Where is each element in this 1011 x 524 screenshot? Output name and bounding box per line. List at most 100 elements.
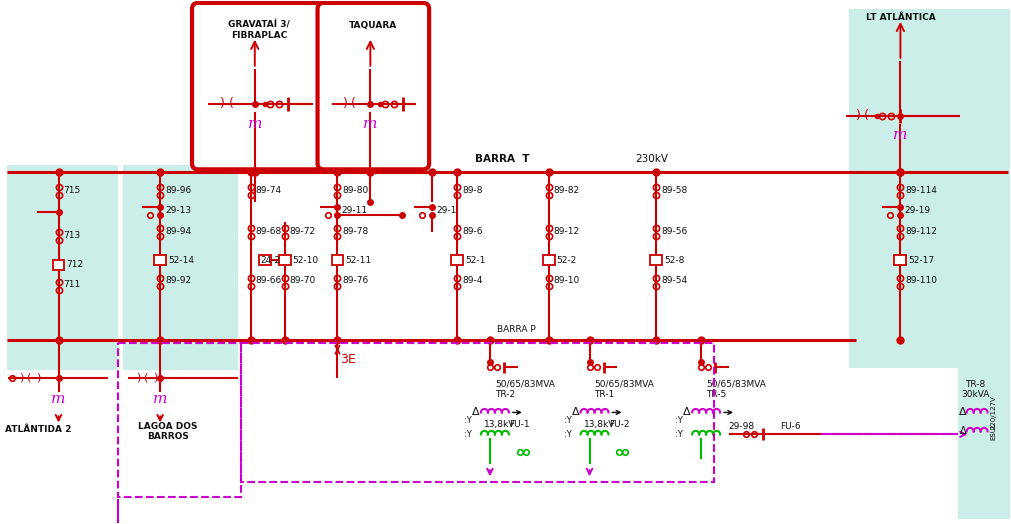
Text: :Y: :Y [564,416,571,425]
FancyBboxPatch shape [317,3,429,169]
Text: E: E [348,353,355,366]
Bar [332,255,344,265]
Text: m: m [893,128,908,143]
Text: 89-4: 89-4 [462,277,482,286]
Text: m: m [363,116,378,130]
Text: 89-92: 89-92 [165,277,191,286]
Text: 89-8: 89-8 [462,186,482,195]
FancyBboxPatch shape [192,3,326,169]
Text: ): ) [343,97,348,110]
Text: 50/65/83MVA
TR-2: 50/65/83MVA TR-2 [495,379,555,399]
Text: 52-14: 52-14 [168,256,194,265]
Text: 13,8kV: 13,8kV [583,420,616,429]
Text: 89-12: 89-12 [554,226,580,236]
Text: m: m [248,116,262,130]
Text: (: ( [228,97,234,110]
Text: 89-6: 89-6 [462,226,482,236]
Text: (: ( [864,109,869,122]
Text: :Y: :Y [564,430,571,439]
Bar [279,255,290,265]
Text: :Y: :Y [464,430,472,439]
Text: ): ) [36,373,40,383]
Bar [53,260,65,270]
Text: 29-13: 29-13 [165,206,191,215]
Text: 89-72: 89-72 [290,226,315,236]
Text: 52-10: 52-10 [292,256,318,265]
Text: ): ) [19,373,24,383]
Text: TAQUARA: TAQUARA [349,21,397,30]
Text: GRAVATAÍ 3/
FIBRAPLAC: GRAVATAÍ 3/ FIBRAPLAC [227,21,289,40]
Bar [650,255,662,265]
Text: 52-8: 52-8 [664,256,684,265]
Text: 89-66: 89-66 [256,277,282,286]
Text: FU-1: FU-1 [510,420,530,429]
Bar [543,255,555,265]
Text: 89-58: 89-58 [661,186,687,195]
Text: 50/65/83MVA
TR-1: 50/65/83MVA TR-1 [594,379,654,399]
Bar [451,255,463,265]
Text: 89-76: 89-76 [343,277,369,286]
Text: 89-68: 89-68 [256,226,282,236]
Text: 52-17: 52-17 [908,256,934,265]
Text: 3: 3 [341,353,349,366]
Bar [958,359,1010,519]
Text: 24-2: 24-2 [261,256,281,265]
Text: ESUL: ESUL [990,422,996,440]
Text: LAGOA DOS
BARROS: LAGOA DOS BARROS [139,422,198,441]
Text: 711: 711 [64,280,81,289]
Text: 89-78: 89-78 [343,226,369,236]
Text: 50/65/83MVA
TR-5: 50/65/83MVA TR-5 [706,379,766,399]
Text: 89-82: 89-82 [554,186,580,195]
Text: 230kV: 230kV [635,155,668,165]
Text: Δ: Δ [959,427,967,436]
Text: 29-11: 29-11 [342,206,368,215]
Bar [118,343,241,497]
Text: 715: 715 [64,186,81,195]
Text: :Y: :Y [464,416,472,425]
Text: 89-54: 89-54 [661,277,687,286]
Text: Δ: Δ [472,408,480,418]
Text: 29-98: 29-98 [728,422,754,431]
Bar [259,255,271,265]
Text: 713: 713 [64,231,81,239]
Text: LT ATLÂNTICA: LT ATLÂNTICA [865,13,935,22]
Text: ): ) [153,373,158,383]
Text: 89-56: 89-56 [661,226,687,236]
Text: 89-96: 89-96 [165,186,191,195]
Text: 89-10: 89-10 [554,277,580,286]
Text: Δ: Δ [959,408,967,418]
Text: FU-6: FU-6 [780,422,801,431]
Text: 89-112: 89-112 [906,226,937,236]
Text: 89-80: 89-80 [343,186,369,195]
Text: 89-70: 89-70 [290,277,315,286]
Text: (: ( [27,373,31,383]
Text: (: ( [144,373,149,383]
Text: 89-114: 89-114 [906,186,937,195]
Text: 89-94: 89-94 [165,226,191,236]
Text: (: ( [351,97,356,110]
Text: FU-2: FU-2 [610,420,630,429]
Bar [123,166,238,369]
Text: 29-19: 29-19 [905,206,930,215]
Bar [154,255,166,265]
Bar [7,166,118,369]
Text: 52-2: 52-2 [557,256,577,265]
Bar [848,9,1010,368]
Text: 52-1: 52-1 [465,256,485,265]
Text: BARRA P: BARRA P [497,325,536,334]
Text: Δ: Δ [572,408,579,418]
Text: ): ) [856,109,861,122]
Text: 89-74: 89-74 [256,186,282,195]
Text: ATLÂNTIDA 2: ATLÂNTIDA 2 [5,425,72,434]
Text: BARRA  T: BARRA T [474,155,529,165]
Text: 220/127V: 220/127V [990,396,996,429]
Text: m: m [52,392,66,407]
Text: 712: 712 [67,260,84,269]
Text: :Y: :Y [675,416,683,425]
Text: 89-110: 89-110 [906,277,937,286]
Text: m: m [153,392,168,407]
Text: 52-11: 52-11 [346,256,372,265]
Text: ): ) [220,97,225,110]
Text: 29-1: 29-1 [436,206,457,215]
Bar [895,255,907,265]
